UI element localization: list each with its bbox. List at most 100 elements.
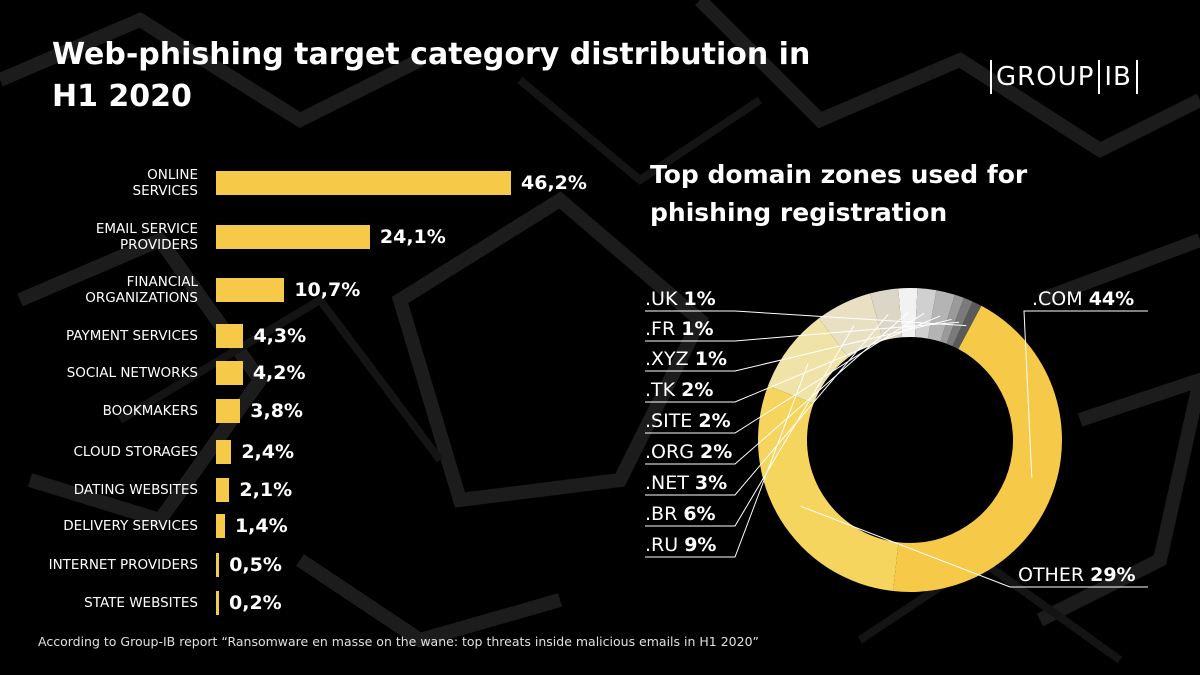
- donut-slice: [940, 294, 964, 344]
- source-footnote: According to Group-IB report “Ransomware…: [38, 634, 759, 649]
- bar-category-label: CLOUD STORAGES: [0, 444, 199, 460]
- donut-slice-name: OTHER: [1018, 564, 1091, 586]
- bar: [216, 225, 370, 249]
- bar-category-label: PAYMENT SERVICES: [0, 328, 198, 344]
- donut-slice-label: .BR 6%: [645, 503, 716, 525]
- bar-category-label-line: DELIVERY SERVICES: [63, 518, 198, 534]
- donut-slice: [952, 301, 982, 350]
- donut-slice-value: 2%: [698, 410, 731, 432]
- bar-category-label-line: BOOKMAKERS: [102, 403, 198, 419]
- bar-value-label: 4,3%: [253, 325, 307, 347]
- bar: [216, 324, 244, 348]
- bar-value-label: 46,2%: [521, 172, 587, 194]
- bar-category-label-line: PAYMENT SERVICES: [65, 328, 198, 344]
- donut-slice-label: .TK 2%: [645, 379, 713, 401]
- bar-category-label: DATING WEBSITES: [0, 482, 198, 498]
- donut-slice: [893, 305, 1062, 592]
- bar-category-label: SOCIAL NETWORKS: [0, 365, 198, 381]
- bar: [216, 399, 241, 423]
- bar-value-label: 1,4%: [234, 515, 288, 537]
- donut-slice-label: .XYZ 1%: [645, 348, 727, 370]
- logo-text-group: GROUP: [996, 62, 1095, 92]
- logo-bar-right: [1135, 60, 1138, 94]
- donut-leader-line: [645, 310, 967, 327]
- donut-slice: [946, 297, 973, 347]
- bar-category-label-line: FINANCIAL: [126, 274, 198, 290]
- bar-category-label-line: ONLINE: [147, 167, 198, 183]
- bar-category-label: DELIVERY SERVICES: [0, 518, 198, 534]
- bar-category-label-line: DATING WEBSITES: [73, 482, 198, 498]
- donut-slice-value: 2%: [681, 379, 714, 401]
- donut-slice-label: .RU 9%: [645, 534, 716, 556]
- donut-slice-value: 2%: [699, 441, 733, 463]
- logo-bar-left: [990, 60, 992, 94]
- page-title: Web-phishing target category distributio…: [52, 37, 811, 114]
- donut-slice-label: .UK 1%: [645, 288, 716, 310]
- bar-value-label: 4,2%: [252, 362, 306, 384]
- bar-value-label: 2,4%: [241, 441, 295, 463]
- donut-slice-name: .FR: [645, 318, 682, 340]
- bar-category-label-line: INTERNET PROVIDERS: [48, 557, 198, 573]
- bar-category-label-line: PROVIDERS: [119, 237, 198, 253]
- donut-leader-line: [645, 363, 809, 558]
- bar-category-label: FINANCIAL ORGANIZATIONS: [0, 274, 198, 306]
- bar-category-label-line: STATE WEBSITES: [84, 595, 198, 611]
- bar: [216, 591, 219, 615]
- bar: [216, 514, 225, 538]
- group-ib-logo: GROUP IB: [986, 60, 1142, 94]
- logo-text-ib: IB: [1104, 62, 1132, 92]
- donut-slice-name: .SITE: [645, 410, 699, 432]
- donut-slice-label: .FR 1%: [645, 318, 713, 340]
- bar-category-label: INTERNET PROVIDERS: [0, 557, 198, 573]
- bar-value-label: 10,7%: [294, 279, 361, 301]
- donut-slice-value: 9%: [684, 534, 717, 556]
- bar-value-label: 24,1%: [379, 226, 446, 248]
- donut-slice: [927, 290, 955, 342]
- bar-category-label: BOOKMAKERS: [0, 403, 198, 419]
- donut-leader-line: [645, 312, 909, 465]
- donut-slice-name: .TK: [645, 379, 682, 401]
- donut-chart-title: Top domain zones used for phishing regis…: [650, 160, 1028, 227]
- donut-slice-name: .NET: [645, 472, 695, 494]
- donut-leader-line: [1023, 310, 1148, 478]
- bar: [216, 440, 232, 464]
- donut-slice-value: 1%: [694, 348, 727, 370]
- donut-slice-value: 1%: [683, 288, 716, 310]
- donut-slice-value: 29%: [1090, 564, 1136, 586]
- donut-leader-line: [645, 312, 925, 434]
- bar-category-label: STATE WEBSITES: [0, 595, 198, 611]
- donut-slice: [767, 318, 849, 404]
- bar-category-label-line: SOCIAL NETWORKS: [66, 365, 198, 381]
- donut-leader-line: [800, 505, 1148, 588]
- bar: [216, 361, 243, 385]
- donut-slice: [758, 386, 899, 592]
- donut-slice: [818, 293, 883, 358]
- donut-slice-name: .UK: [645, 288, 684, 310]
- donut-slice-label: .NET 3%: [645, 472, 727, 494]
- donut-slice-name: .COM: [1032, 288, 1089, 310]
- donut-slice-name: .RU: [645, 534, 685, 556]
- donut-slice-value: 6%: [683, 503, 716, 525]
- donut-slice-name: .ORG: [645, 441, 700, 463]
- donut-slice-label: .ORG 2%: [645, 441, 732, 463]
- logo-bar-mid: [1098, 60, 1101, 94]
- bar-category-label-line: SERVICES: [132, 183, 198, 199]
- donut-slice-value: 44%: [1088, 288, 1135, 310]
- donut-slice-value: 1%: [681, 318, 714, 340]
- bar: [216, 171, 511, 195]
- donut-leader-line: [645, 321, 960, 342]
- donut-slice-name: .XYZ: [645, 348, 695, 370]
- donut-slice-label: .COM 44%: [1032, 288, 1134, 310]
- bar-value-label: 0,2%: [229, 592, 282, 614]
- donut-slice-label: OTHER 29%: [1018, 564, 1136, 586]
- bar-category-label: ONLINE SERVICES: [0, 167, 198, 199]
- bar-category-label: EMAIL SERVICE PROVIDERS: [0, 221, 198, 253]
- bar: [216, 478, 230, 502]
- donut-leader-line: [645, 318, 952, 372]
- bar-value-label: 0,5%: [229, 554, 282, 576]
- donut-slice-value: 3%: [694, 472, 728, 494]
- bar-value-label: 2,1%: [239, 479, 293, 501]
- bar: [216, 278, 285, 302]
